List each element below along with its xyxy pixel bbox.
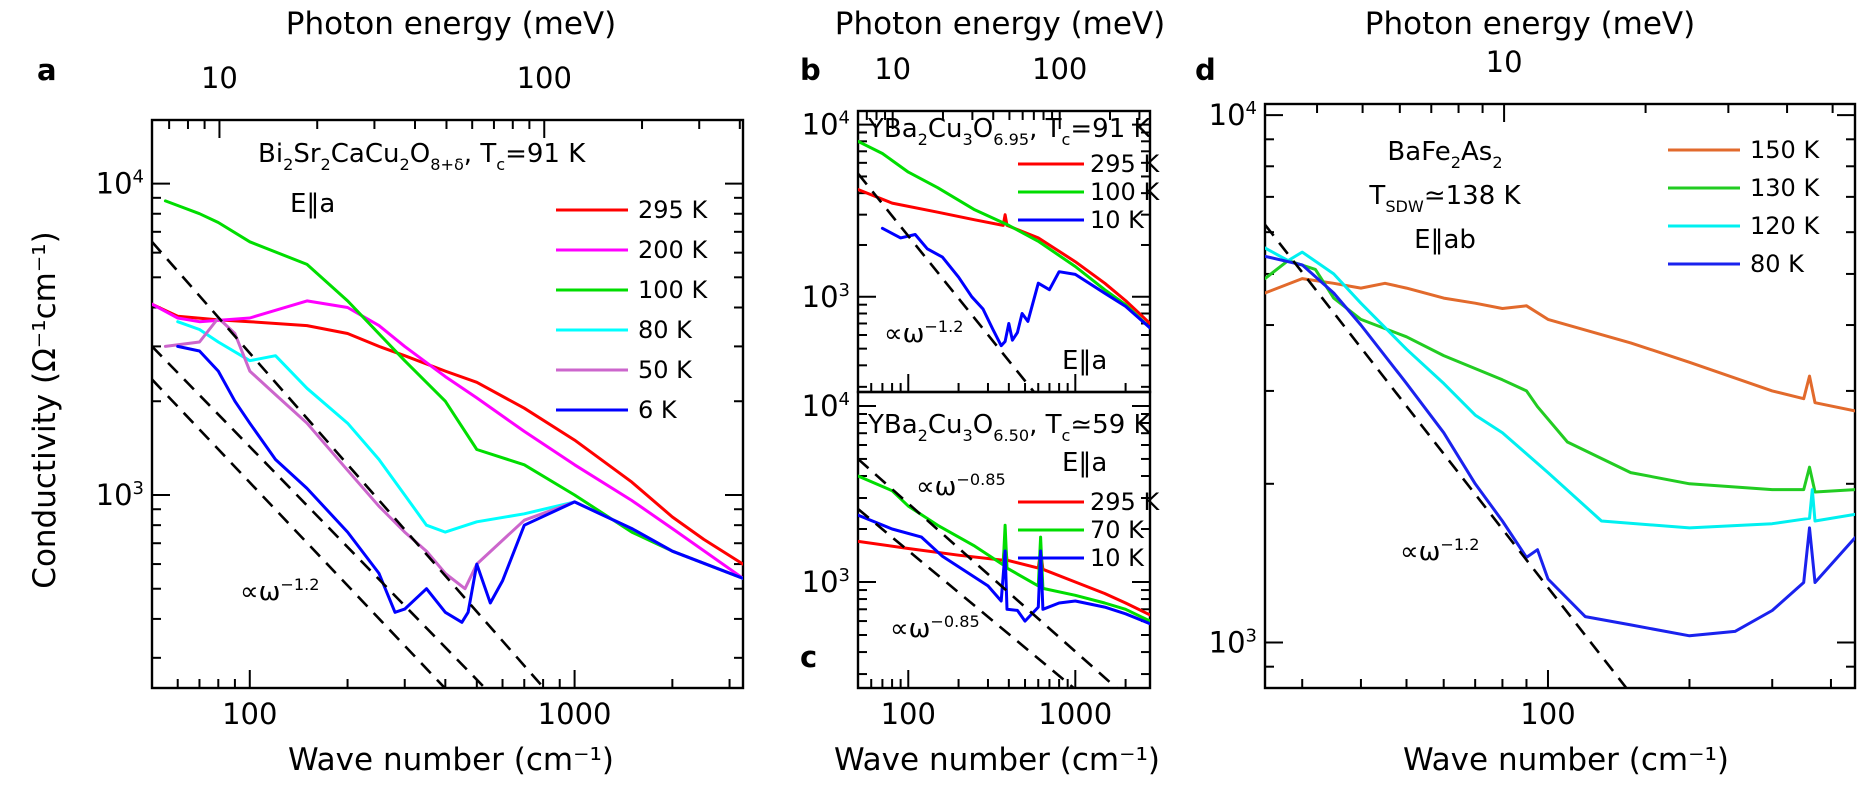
legend-label-a-0: 295 K	[638, 196, 708, 224]
series-line-b-2	[880, 226, 1150, 348]
panel-letter-c: c	[800, 640, 817, 674]
annotation-field-a: E‖a	[290, 189, 335, 219]
y-tick-label-c: 104	[802, 389, 850, 423]
annotation-power-law-lower-c: ∝ω−0.85	[890, 612, 980, 644]
x-tick-label-a: 1000	[538, 697, 612, 731]
annotation-power-law-upper-c: ∝ω−0.85	[916, 470, 1006, 502]
legend-label-a-3: 80 K	[638, 316, 693, 344]
legend-label-c-1: 70 K	[1090, 516, 1145, 544]
top-axis-title-a: Photon energy (meV)	[286, 6, 616, 42]
power-law-guide-d-0	[1265, 223, 1628, 688]
annotation-transition-d: TSDW≃138 K	[1368, 181, 1521, 216]
power-law-guide-c-1	[858, 507, 1076, 688]
panel-letter-b: b	[800, 53, 821, 87]
top-tick-label-a: 100	[517, 61, 572, 95]
y-axis-title: Conductivity (Ω⁻¹cm⁻¹)	[27, 231, 63, 588]
y-tick-label-d: 103	[1209, 626, 1257, 660]
series-line-d-1	[1265, 259, 1855, 494]
panel-letter-d: d	[1195, 53, 1216, 87]
legend-label-d-1: 130 K	[1750, 174, 1820, 202]
series-line-b-0	[858, 188, 1150, 325]
annotation-material-d: BaFe2As2	[1387, 137, 1502, 172]
plot-frame-a	[150, 118, 745, 690]
legend-label-a-1: 200 K	[638, 236, 708, 264]
annotation-field-c: E‖a	[1062, 448, 1107, 478]
series-line-a-0	[152, 302, 743, 566]
y-tick-label-d: 104	[1209, 98, 1257, 132]
top-tick-label-d: 10	[1486, 45, 1523, 79]
x-tick-label-c: 1000	[1038, 697, 1112, 731]
power-law-guide-a-2	[152, 378, 447, 688]
series-line-b-1	[858, 139, 1150, 330]
panel-c: 103 104 100 1000 295 K70 K10 K YBa2Cu3O6.50, …	[802, 389, 1161, 731]
series-line-c-2	[858, 513, 1150, 626]
legend-label-a-2: 100 K	[638, 276, 708, 304]
annotation-material-c: YBa2Cu3O6.50, Tc≃59 K	[867, 410, 1152, 445]
annotation-material-a: Bi2Sr2CaCu2O8+δ, Tc=91 K	[258, 139, 586, 174]
bottom-axis-title-d: Wave number (cm⁻¹)	[1403, 742, 1729, 778]
y-tick-label-a: 103	[96, 478, 144, 512]
y-tick-label-a: 104	[96, 167, 144, 201]
y-tick-label-b: 103	[802, 280, 850, 314]
plot-frame-d	[1263, 102, 1857, 690]
series-line-d-2	[1265, 246, 1855, 530]
power-law-guide-b-0	[858, 172, 1036, 392]
panel-d: 103 104 100 10 150 K 130 K 120 K 80 K BaFe2As2 TS…	[1209, 45, 1857, 731]
legend-label-c-2: 10 K	[1090, 544, 1145, 572]
series-line-a-5	[176, 344, 743, 624]
annotation-field-d: E‖ab	[1414, 225, 1476, 255]
annotation-power-law-b: ∝ω−1.2	[884, 317, 963, 349]
y-tick-label-b: 104	[802, 108, 850, 142]
y-tick-label-c: 103	[802, 565, 850, 599]
x-tick-label-a: 100	[222, 697, 277, 731]
legend-label-d-2: 120 K	[1750, 212, 1820, 240]
legend-label-a-5: 6 K	[638, 396, 678, 424]
x-tick-label-c: 100	[881, 697, 936, 731]
legend-label-b-2: 10 K	[1090, 206, 1145, 234]
series-line-d-0	[1265, 277, 1855, 413]
top-axis-title-bc: Photon energy (meV)	[835, 6, 1165, 42]
top-tick-label-b: 100	[1032, 52, 1087, 86]
legend-label-d-0: 150 K	[1750, 136, 1820, 164]
legend-label-b-1: 100 K	[1090, 178, 1160, 206]
top-tick-label-a: 10	[201, 61, 238, 95]
annotation-material-b: YBa2Cu3O6.95, Tc=91 K	[867, 114, 1152, 149]
legend-label-d-3: 80 K	[1750, 250, 1805, 278]
bottom-axis-title-bc: Wave number (cm⁻¹)	[834, 742, 1160, 778]
panel-letter-a: a	[37, 53, 57, 87]
annotation-power-law-d: ∝ω−1.2	[1400, 535, 1479, 567]
power-law-guide-a-0	[152, 240, 546, 688]
power-law-guide-a-1	[152, 345, 487, 688]
annotation-power-law-a: ∝ω−1.2	[240, 575, 319, 607]
top-axis-title-d: Photon energy (meV)	[1365, 6, 1695, 42]
legend-label-c-0: 295 K	[1090, 488, 1160, 516]
series-line-d-3	[1265, 254, 1855, 638]
legend-label-b-0: 295 K	[1090, 150, 1160, 178]
panel-a: 103 104 100 1000 10 100 295 K 200 K 100 K 80 K 50 …	[96, 61, 745, 731]
top-tick-label-b: 10	[874, 52, 911, 86]
legend-label-a-4: 50 K	[638, 356, 693, 384]
power-law-guide-c-0	[858, 457, 1119, 688]
bottom-axis-title-a: Wave number (cm⁻¹)	[288, 742, 614, 778]
x-tick-label-d: 100	[1520, 697, 1575, 731]
annotation-field-b: E‖a	[1062, 346, 1107, 376]
